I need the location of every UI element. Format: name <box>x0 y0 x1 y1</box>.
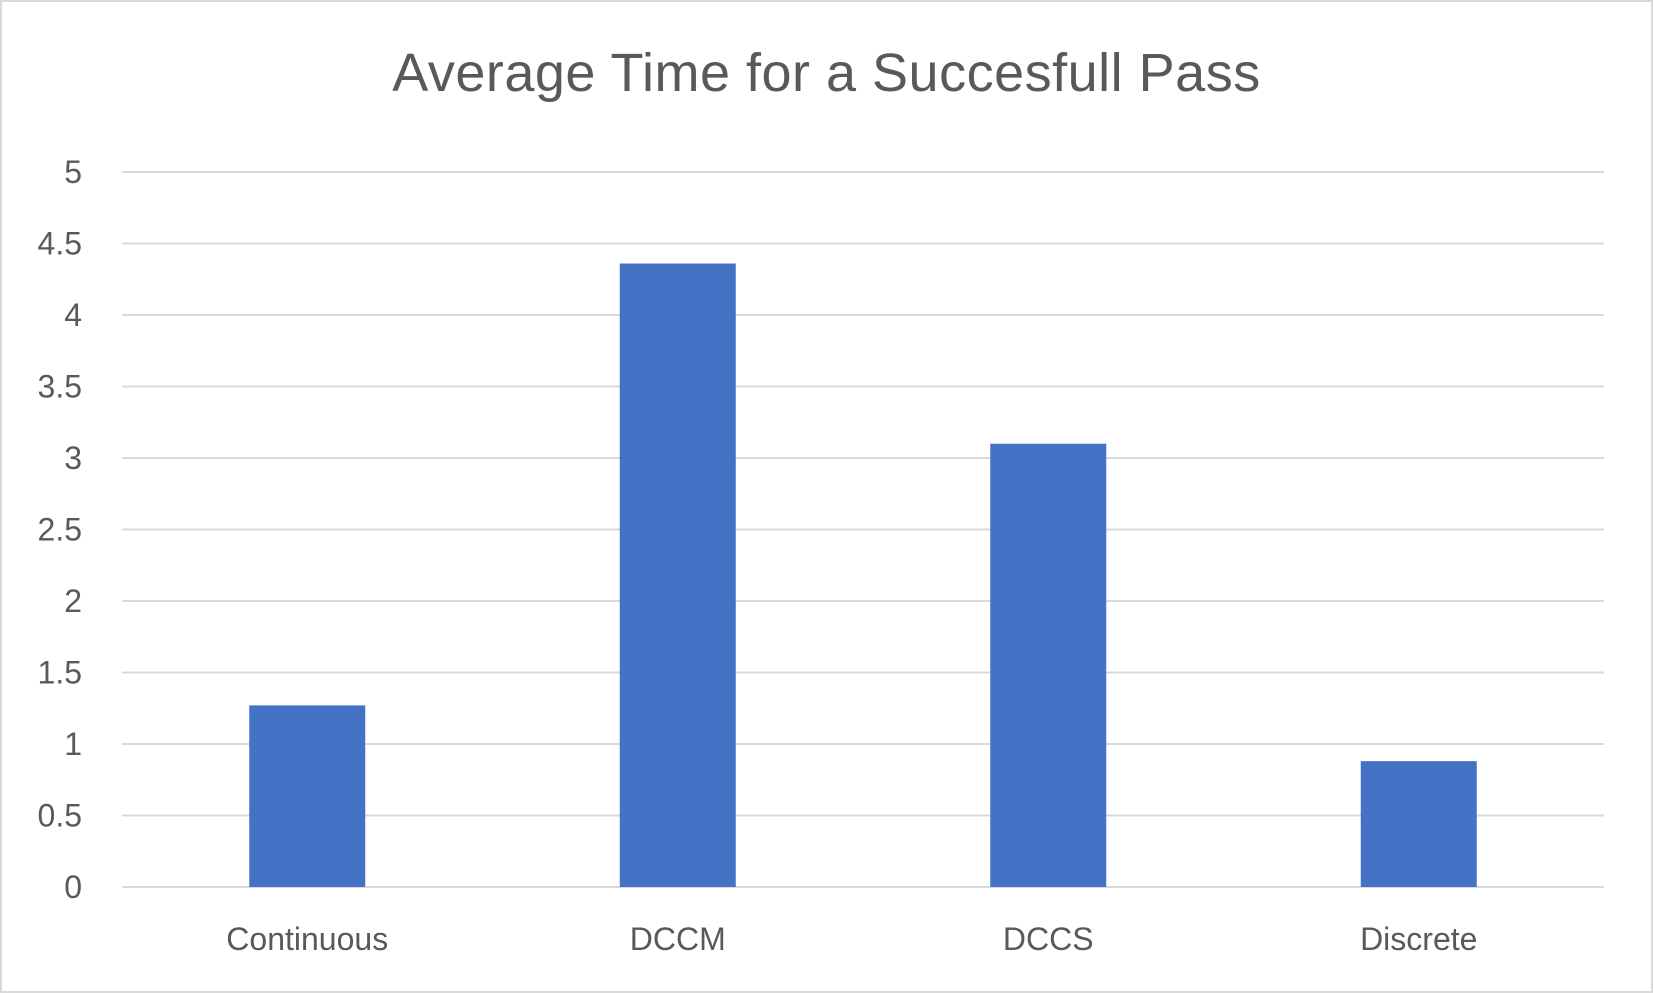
x-category-label: DCCS <box>1003 921 1094 957</box>
chart-title: Average Time for a Succesfull Pass <box>392 43 1261 103</box>
y-tick-label: 4.5 <box>38 226 82 262</box>
x-category-label: Continuous <box>226 921 388 957</box>
y-tick-label: 1 <box>64 726 82 762</box>
x-axis-category-labels: Continuous DCCM DCCS Discrete <box>226 921 1477 957</box>
y-axis-tick-labels: 0 0.5 1 1.5 2 2.5 3 3.5 4 4.5 5 <box>38 154 82 905</box>
bar-continuous <box>249 705 366 887</box>
y-tick-label: 2 <box>64 583 82 619</box>
x-category-label: Discrete <box>1360 921 1477 957</box>
y-tick-label: 5 <box>64 154 82 190</box>
bar-dccs <box>990 443 1107 887</box>
bar-discrete <box>1360 761 1477 887</box>
bars <box>249 263 1477 887</box>
y-tick-label: 3.5 <box>38 369 82 405</box>
y-tick-label: 4 <box>64 297 82 333</box>
y-tick-label: 3 <box>64 440 82 476</box>
y-tick-label: 0 <box>64 869 82 905</box>
x-category-label: DCCM <box>630 921 726 957</box>
y-tick-label: 0.5 <box>38 798 82 834</box>
y-tick-label: 2.5 <box>38 512 82 548</box>
bar-dccm <box>619 263 736 887</box>
y-tick-label: 1.5 <box>38 655 82 691</box>
gridlines <box>122 171 1604 888</box>
